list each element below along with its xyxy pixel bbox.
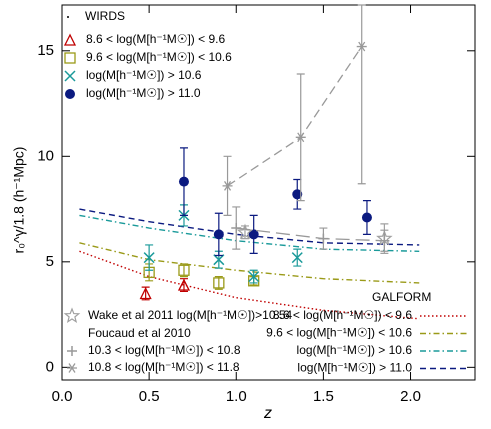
legend-title: GALFORM xyxy=(372,290,431,304)
model-line xyxy=(79,242,420,284)
series-line xyxy=(227,46,363,187)
legend-label: log(M[h⁻¹M☉]) > 10.6 xyxy=(297,343,413,357)
legend-label: 9.6 < log(M[h⁻¹M☉]) < 10.6 xyxy=(86,50,232,64)
legend-label: 9.6 < log(M[h⁻¹M☉]) < 10.6 xyxy=(266,326,412,340)
legend-title: WIRDS xyxy=(85,9,125,23)
error-bar xyxy=(357,4,366,185)
legend-marker xyxy=(65,89,75,99)
legend-label: log(M[h⁻¹M☉]) > 10.6 xyxy=(86,68,202,82)
legend-marker xyxy=(67,16,69,18)
legend-marker xyxy=(64,70,76,82)
legend-label: log(M[h⁻¹M☉]) > 11.0 xyxy=(86,86,201,100)
legend-marker xyxy=(67,363,77,373)
data-point xyxy=(222,180,233,191)
data-point xyxy=(292,189,303,200)
data-point xyxy=(295,132,306,143)
data-point xyxy=(213,277,225,289)
data-point xyxy=(361,212,372,223)
plot-frame xyxy=(61,4,476,381)
legend-label: 8.6 < log(M[h⁻¹M☉]) < 9.6 xyxy=(86,32,225,46)
legend-label: Wake et al 2011 log(M[h⁻¹M☉])>10.54 xyxy=(88,308,293,322)
x-tick-label: 1.5 xyxy=(313,388,334,405)
y-tick-label: 5 xyxy=(46,253,54,270)
x-tick-label: 2.0 xyxy=(400,388,421,405)
legend-label: log(M[h⁻¹M☉]) > 11.0 xyxy=(297,361,412,375)
data-point xyxy=(248,229,259,240)
data-point xyxy=(178,264,190,276)
legend-title: Foucaud et al 2010 xyxy=(88,326,191,340)
x-axis-label: z xyxy=(263,405,272,422)
data-point xyxy=(177,278,191,291)
legend-label: 10.8 < log(M[h⁻¹M☉]) < 11.8 xyxy=(88,360,240,374)
data-point xyxy=(379,235,390,246)
model-line xyxy=(79,250,420,320)
legend-marker xyxy=(63,307,81,324)
data-point xyxy=(318,233,329,244)
data-point xyxy=(231,223,242,234)
legend-marker xyxy=(67,346,77,356)
y-tick-label: 15 xyxy=(37,42,54,59)
x-tick-label: 0.5 xyxy=(139,388,160,405)
data-point xyxy=(213,229,224,240)
y-tick-label: 0 xyxy=(46,358,54,375)
legend-marker xyxy=(63,33,77,46)
data-point xyxy=(143,252,155,264)
error-bar xyxy=(179,263,188,278)
y-tick-label: 10 xyxy=(37,147,54,164)
legend-label: 10.3 < log(M[h⁻¹M☉]) < 10.8 xyxy=(88,343,241,357)
data-point xyxy=(248,271,260,283)
data-point xyxy=(213,254,225,266)
data-point xyxy=(291,252,303,264)
x-tick-label: 1.0 xyxy=(226,388,247,405)
data-point xyxy=(139,287,152,300)
error-bar xyxy=(214,275,223,290)
legend-label: 8.6 < log(M[h⁻¹M☉]) < 9.6 xyxy=(273,308,412,322)
data-point xyxy=(178,176,189,187)
data-point xyxy=(356,41,367,52)
x-tick-label: 0.0 xyxy=(52,388,73,405)
legend-marker xyxy=(64,52,76,64)
y-axis-label: r₀^γ/1.8 (h⁻¹Mpc) xyxy=(11,147,27,254)
